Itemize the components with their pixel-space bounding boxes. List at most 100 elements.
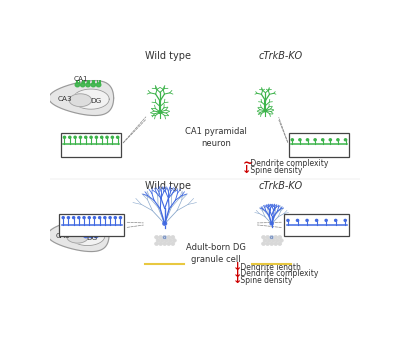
Text: ↓: ↓ [242, 165, 252, 175]
Circle shape [163, 236, 167, 239]
Text: Spine density: Spine density [248, 166, 302, 175]
Circle shape [306, 139, 309, 141]
Circle shape [114, 217, 116, 219]
Circle shape [80, 83, 85, 87]
Circle shape [287, 219, 289, 221]
Circle shape [156, 239, 160, 242]
Text: Dendrite complexity: Dendrite complexity [238, 269, 319, 278]
Circle shape [274, 242, 278, 245]
Circle shape [266, 236, 270, 239]
Circle shape [270, 222, 273, 225]
Text: CA3: CA3 [55, 233, 70, 239]
Circle shape [75, 83, 80, 87]
Circle shape [314, 139, 316, 141]
Circle shape [270, 236, 274, 239]
Circle shape [306, 219, 308, 221]
Circle shape [98, 217, 101, 219]
Circle shape [335, 219, 337, 221]
Circle shape [104, 217, 106, 219]
Circle shape [296, 219, 298, 221]
Text: Dendrite length: Dendrite length [238, 263, 301, 272]
Circle shape [95, 136, 98, 138]
Text: CA1: CA1 [74, 76, 88, 82]
Circle shape [85, 136, 87, 138]
Circle shape [116, 136, 119, 138]
Circle shape [274, 236, 278, 239]
Text: Adult-born DG
granule cell: Adult-born DG granule cell [186, 244, 246, 264]
Text: ↓: ↓ [233, 269, 242, 278]
Circle shape [159, 242, 162, 245]
Circle shape [101, 136, 103, 138]
Circle shape [93, 217, 96, 219]
Circle shape [106, 136, 108, 138]
Text: ~: ~ [242, 157, 253, 170]
Text: Wild type: Wild type [145, 50, 191, 61]
Circle shape [67, 217, 70, 219]
Circle shape [111, 136, 114, 138]
Circle shape [91, 83, 96, 87]
Circle shape [69, 136, 71, 138]
Circle shape [88, 233, 93, 238]
Circle shape [264, 109, 267, 112]
Circle shape [291, 139, 294, 141]
Circle shape [271, 239, 275, 242]
Circle shape [278, 242, 282, 245]
Circle shape [74, 136, 76, 138]
Circle shape [84, 233, 88, 238]
Circle shape [164, 239, 168, 242]
Circle shape [344, 139, 347, 141]
Circle shape [266, 242, 270, 245]
Circle shape [344, 219, 346, 221]
Bar [289, 133, 349, 157]
Circle shape [325, 219, 327, 221]
Polygon shape [73, 89, 109, 109]
Circle shape [275, 239, 279, 242]
Circle shape [171, 236, 175, 239]
Circle shape [72, 217, 75, 219]
Circle shape [120, 217, 122, 219]
Circle shape [337, 139, 339, 141]
Circle shape [86, 83, 90, 87]
Text: DG: DG [87, 234, 98, 241]
Circle shape [155, 242, 158, 245]
Circle shape [62, 217, 64, 219]
Polygon shape [49, 81, 114, 115]
Polygon shape [70, 227, 105, 246]
Circle shape [155, 236, 158, 239]
Text: ↓: ↓ [233, 275, 242, 285]
Bar [61, 133, 121, 157]
Circle shape [172, 239, 176, 242]
Text: CA1 pyramidal
neuron: CA1 pyramidal neuron [185, 127, 247, 148]
Polygon shape [67, 231, 88, 243]
Circle shape [88, 217, 90, 219]
Circle shape [90, 136, 92, 138]
Circle shape [109, 217, 111, 219]
Circle shape [168, 239, 172, 242]
Circle shape [79, 136, 82, 138]
Text: o: o [163, 235, 166, 240]
Text: Dendrite complexity: Dendrite complexity [248, 159, 328, 168]
Circle shape [267, 239, 271, 242]
Circle shape [96, 83, 101, 87]
Circle shape [263, 239, 267, 242]
Circle shape [171, 242, 175, 245]
Circle shape [316, 219, 318, 221]
Circle shape [163, 222, 167, 225]
Text: o: o [270, 235, 273, 240]
Circle shape [329, 139, 332, 141]
Circle shape [270, 236, 274, 239]
Circle shape [322, 139, 324, 141]
Circle shape [270, 242, 274, 245]
Circle shape [83, 217, 85, 219]
Polygon shape [69, 94, 92, 107]
Text: cTrkB-KO: cTrkB-KO [259, 50, 303, 61]
Circle shape [278, 236, 282, 239]
Circle shape [167, 236, 171, 239]
Circle shape [94, 233, 98, 238]
Circle shape [262, 236, 266, 239]
Text: CA1: CA1 [71, 214, 86, 220]
Polygon shape [48, 219, 109, 252]
Circle shape [158, 111, 162, 113]
Circle shape [163, 242, 167, 245]
Circle shape [163, 236, 167, 239]
